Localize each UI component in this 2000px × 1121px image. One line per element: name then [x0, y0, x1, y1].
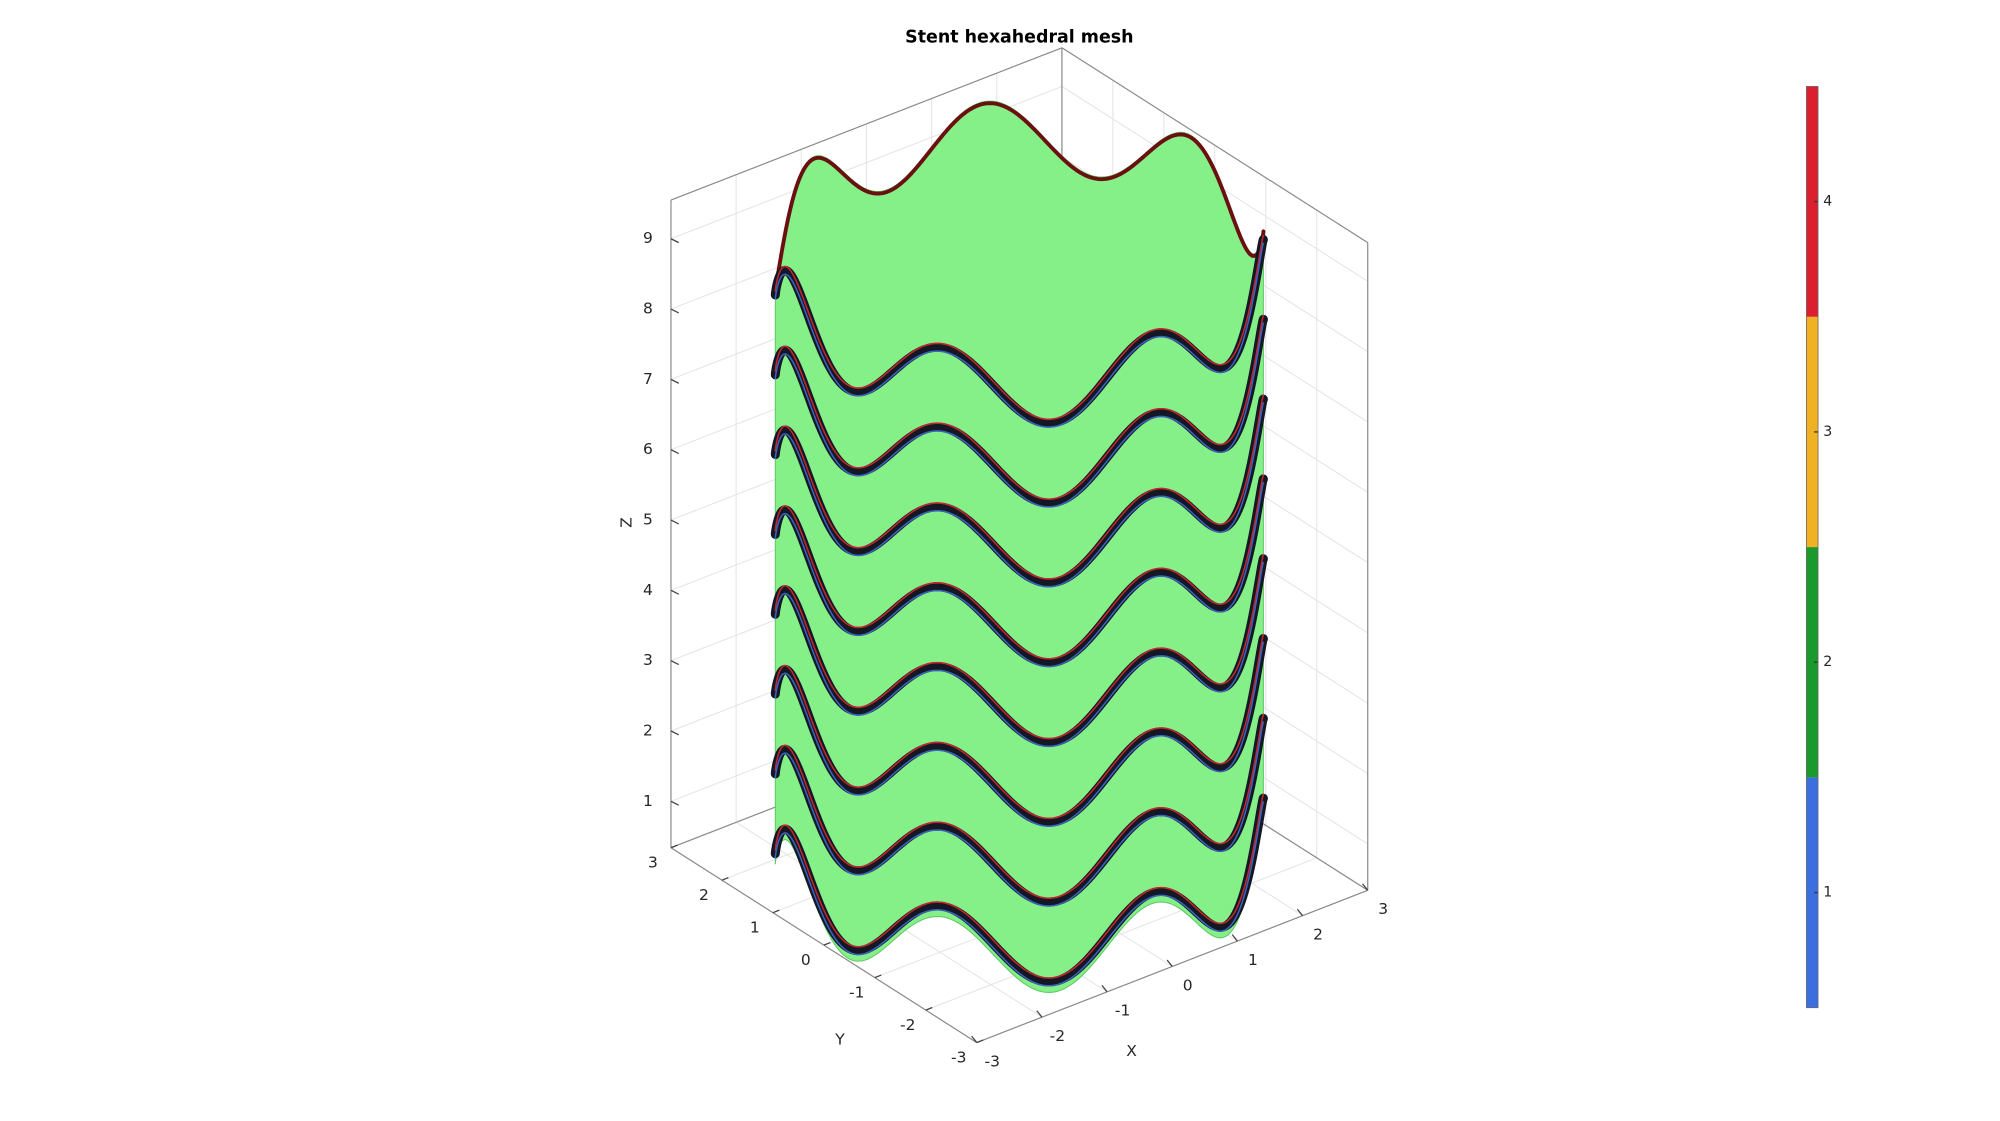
z-tick-label: 5 — [643, 511, 653, 529]
y-tick-label: 3 — [648, 854, 658, 872]
tick-mark — [1166, 959, 1173, 967]
stent-ring-edge — [774, 234, 1265, 421]
stent-ring-edge — [774, 474, 1265, 660]
tick-mark — [1036, 1010, 1043, 1018]
z-tick-label: 6 — [643, 440, 653, 458]
z-tick-label: 3 — [643, 651, 653, 669]
axis-box — [1061, 47, 1369, 244]
tick-mark — [670, 800, 680, 806]
x-tick-label: -3 — [985, 1052, 1000, 1070]
tick-mark — [670, 519, 680, 525]
stent-ring — [770, 314, 1268, 508]
y-tick-label: -1 — [849, 984, 864, 1002]
stent-ring-edge — [774, 713, 1265, 899]
stent-ring-edge — [774, 793, 1265, 979]
z-tick-label: 9 — [643, 229, 653, 247]
chart-title: Stent hexahedral mesh — [905, 27, 1133, 47]
stent-ring-edge — [774, 242, 1265, 428]
stent-ring-edge — [774, 482, 1265, 668]
y-tick-label: -3 — [951, 1049, 966, 1067]
y-tick-label: 1 — [750, 919, 760, 937]
x-axis-label: X — [1126, 1042, 1137, 1060]
colorbar-tick-label: 3 — [1823, 424, 1832, 440]
stent-ring — [770, 634, 1268, 827]
x-tick-label: 3 — [1378, 900, 1388, 918]
stent-ring-edge — [774, 641, 1265, 827]
stent-ring-edge — [774, 633, 1265, 820]
tick-mark — [670, 844, 678, 849]
colorbar-tick-label: 4 — [1823, 194, 1832, 210]
colorbar-frame — [1806, 86, 1819, 1009]
colorbar-tick-label: 2 — [1823, 654, 1832, 670]
tick-mark — [971, 1035, 978, 1043]
stent-ring — [770, 713, 1268, 907]
y-axis-label: Y — [834, 1030, 845, 1048]
x-tick-label: 1 — [1248, 951, 1258, 969]
tick-mark — [670, 378, 680, 384]
stent-ring-edge — [774, 322, 1265, 508]
x-tick-label: 2 — [1313, 926, 1323, 944]
tick-mark — [976, 1039, 984, 1044]
stent-ring-edge — [774, 554, 1265, 740]
stent-ring-edge — [774, 721, 1265, 907]
stent-ring-edge — [774, 801, 1265, 987]
z-tick-label: 8 — [643, 300, 653, 318]
tick-mark — [670, 660, 680, 666]
colorbar-segment — [1806, 316, 1819, 548]
tick-mark — [670, 308, 680, 314]
tick-mark — [823, 941, 831, 946]
ticks: 1 2 3 4 5 6 7 8 9 -3 -2 -1 0 1 2 3 -3 -2 -1 0 1 2 3 — [643, 229, 1388, 1070]
x-tick-label: -2 — [1050, 1027, 1065, 1045]
tick-mark — [1231, 934, 1238, 942]
tick-mark — [721, 877, 729, 881]
tick-mark — [1362, 883, 1369, 891]
z-axis-label: Z — [618, 517, 636, 528]
x-tick-label: -1 — [1115, 1002, 1130, 1020]
x-tick-label: 0 — [1183, 976, 1193, 994]
stent-ring-back — [773, 101, 1266, 289]
z-tick-label: 2 — [643, 721, 653, 739]
stent-ring — [770, 235, 1268, 428]
y-tick-label: 2 — [699, 886, 709, 904]
tick-mark — [772, 909, 780, 914]
y-tick-label: 0 — [801, 951, 811, 969]
colorbar-segment — [1806, 777, 1819, 1008]
colorbar-segment — [1806, 547, 1819, 778]
stent-ring-edge — [774, 314, 1265, 500]
stent-ring — [770, 394, 1268, 588]
stent-ring-edge — [774, 402, 1265, 588]
z-tick-label: 4 — [643, 581, 653, 599]
tick-mark — [925, 1006, 933, 1011]
y-tick-label: -2 — [900, 1016, 915, 1034]
tick-mark — [874, 974, 882, 979]
tick-mark — [1101, 984, 1108, 993]
stent-mesh — [770, 100, 1268, 993]
colorbar-segment — [1806, 86, 1819, 317]
tick-mark — [670, 238, 680, 244]
z-tick-label: 7 — [643, 370, 653, 388]
colorbar: 1 2 3 4 — [1806, 86, 1832, 1009]
stent-ring — [770, 793, 1268, 987]
grid-line — [925, 857, 1317, 1011]
stent-ring-edge — [774, 561, 1265, 748]
stent-ring — [770, 474, 1268, 668]
z-tick-label: 1 — [643, 792, 653, 810]
tick-mark — [670, 730, 680, 736]
colorbar-tick-label: 1 — [1823, 885, 1832, 901]
tick-mark — [670, 589, 680, 595]
stent-ring-edge — [774, 394, 1265, 580]
tick-mark — [670, 449, 680, 455]
stent-ring — [770, 554, 1268, 747]
axis-box — [670, 47, 1063, 201]
tick-mark — [1296, 908, 1304, 917]
